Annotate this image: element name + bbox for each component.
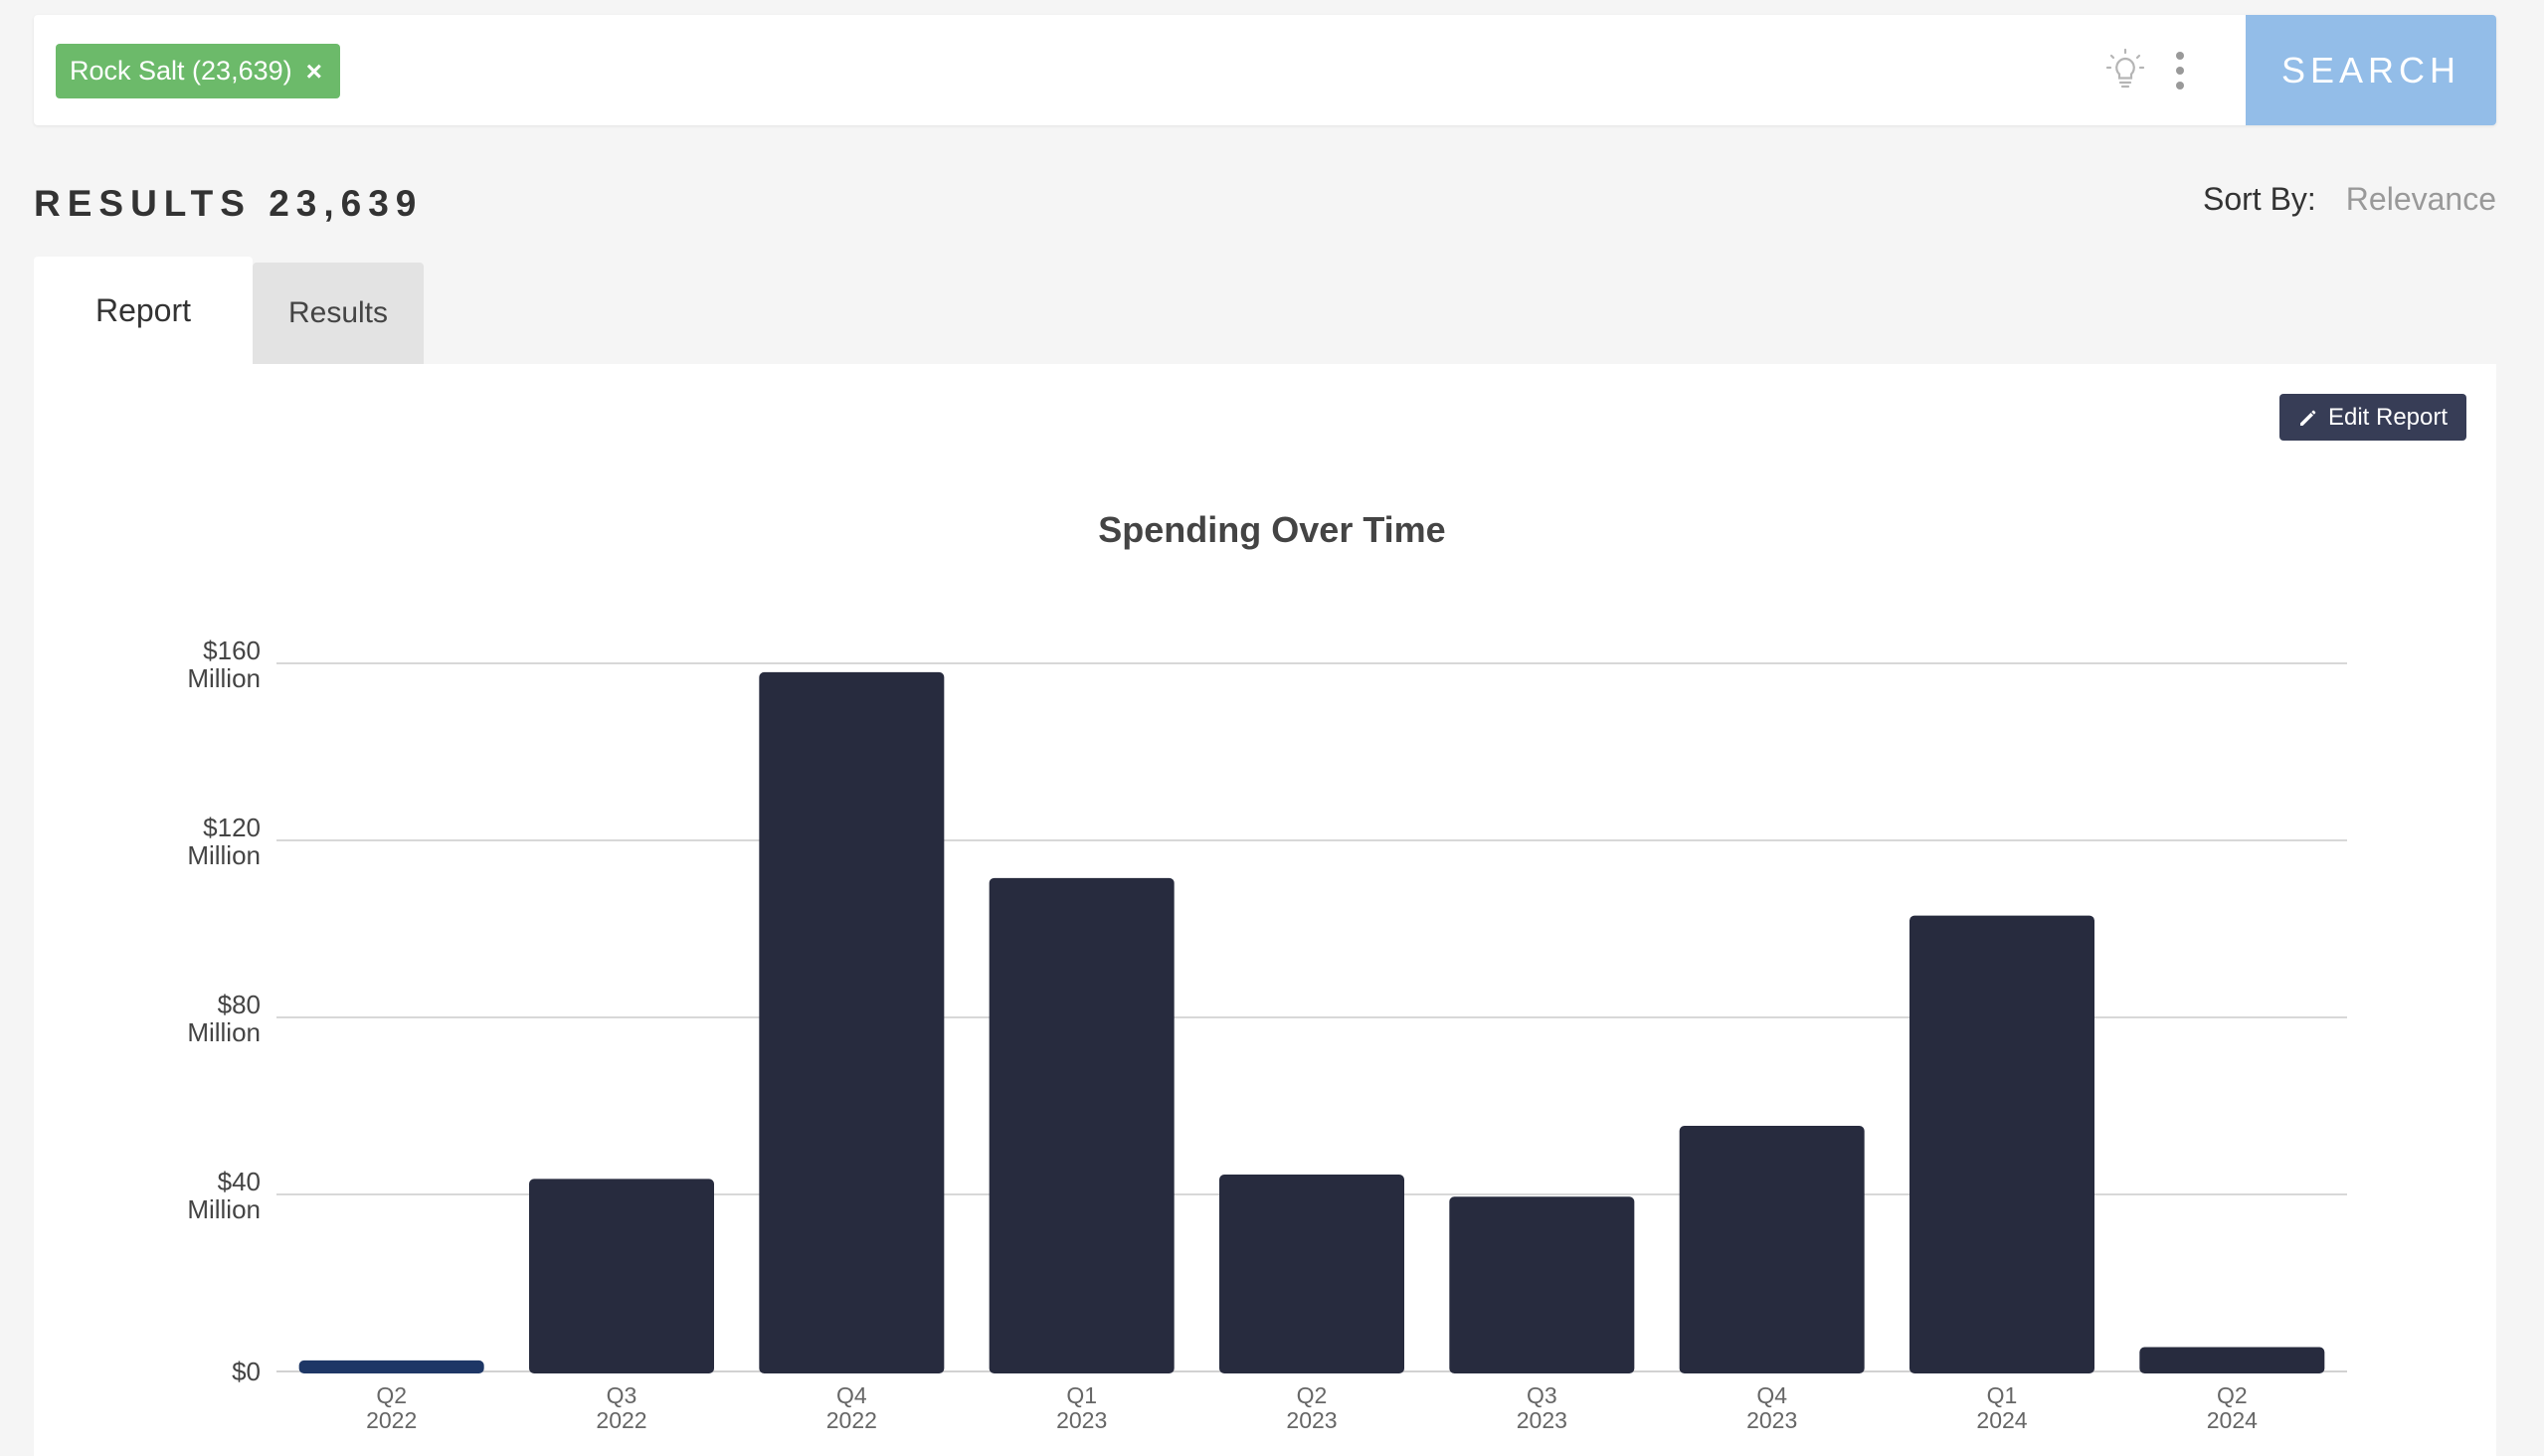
x-tick-quarter: Q2 xyxy=(2217,1382,2248,1408)
edit-report-label: Edit Report xyxy=(2327,403,2449,431)
x-tick-quarter: Q4 xyxy=(836,1382,867,1408)
bar[interactable] xyxy=(1909,915,2094,1373)
y-tick-label: $80 xyxy=(218,990,261,1019)
x-tick-quarter: Q2 xyxy=(376,1382,407,1408)
sort-by-dropdown[interactable]: Relevance xyxy=(2345,181,2496,217)
filter-chip-label: Rock Salt (23,639) xyxy=(70,56,292,86)
x-tick-year: 2024 xyxy=(2207,1407,2258,1433)
y-tick-label: $0 xyxy=(232,1357,261,1386)
x-tick-quarter: Q1 xyxy=(1987,1382,2018,1408)
sort-by: Sort By: Relevance xyxy=(2203,181,2496,218)
y-tick-unit: Million xyxy=(187,1194,261,1224)
lightbulb-icon[interactable] xyxy=(2104,47,2146,92)
filter-chip[interactable]: Rock Salt (23,639) × xyxy=(56,44,340,98)
bar[interactable] xyxy=(759,671,945,1373)
bar[interactable] xyxy=(989,877,1175,1373)
y-tick-label: $160 xyxy=(203,636,261,665)
x-tick-year: 2022 xyxy=(596,1407,646,1433)
tab-report[interactable]: Report xyxy=(34,257,253,364)
x-tick-year: 2023 xyxy=(1056,1407,1107,1433)
x-tick-year: 2022 xyxy=(826,1407,877,1433)
bar[interactable] xyxy=(298,1360,484,1373)
x-tick-quarter: Q2 xyxy=(1297,1382,1328,1408)
bar[interactable] xyxy=(1219,1174,1404,1373)
y-tick-unit: Million xyxy=(187,663,261,693)
tab-results[interactable]: Results xyxy=(253,263,424,364)
y-tick-unit: Million xyxy=(187,840,261,870)
x-tick-year: 2022 xyxy=(366,1407,417,1433)
x-tick-quarter: Q3 xyxy=(1527,1382,1557,1408)
x-tick-quarter: Q4 xyxy=(1756,1382,1787,1408)
x-tick-quarter: Q1 xyxy=(1066,1382,1097,1408)
results-count: RESULTS 23,639 xyxy=(34,183,424,224)
x-tick-year: 2023 xyxy=(1517,1407,1567,1433)
edit-report-button[interactable]: Edit Report xyxy=(2279,394,2466,441)
search-button[interactable]: SEARCH xyxy=(2246,15,2496,125)
bar[interactable] xyxy=(529,1179,714,1373)
chart-title: Spending Over Time xyxy=(1098,509,1446,550)
close-icon[interactable]: × xyxy=(305,55,322,87)
search-bar[interactable]: Rock Salt (23,639) × xyxy=(34,15,2496,125)
sort-by-label: Sort By: xyxy=(2202,181,2316,217)
y-tick-unit: Million xyxy=(187,1017,261,1047)
y-tick-label: $40 xyxy=(218,1167,261,1196)
pencil-icon xyxy=(2299,410,2316,426)
x-tick-quarter: Q3 xyxy=(607,1382,637,1408)
bar[interactable] xyxy=(1679,1126,1865,1373)
x-tick-year: 2024 xyxy=(1976,1407,2027,1433)
bar[interactable] xyxy=(2139,1347,2325,1373)
more-vertical-icon[interactable] xyxy=(2172,51,2188,91)
y-tick-label: $120 xyxy=(203,813,261,842)
x-tick-year: 2023 xyxy=(1746,1407,1797,1433)
x-tick-year: 2023 xyxy=(1286,1407,1337,1433)
bar[interactable] xyxy=(1449,1196,1635,1373)
